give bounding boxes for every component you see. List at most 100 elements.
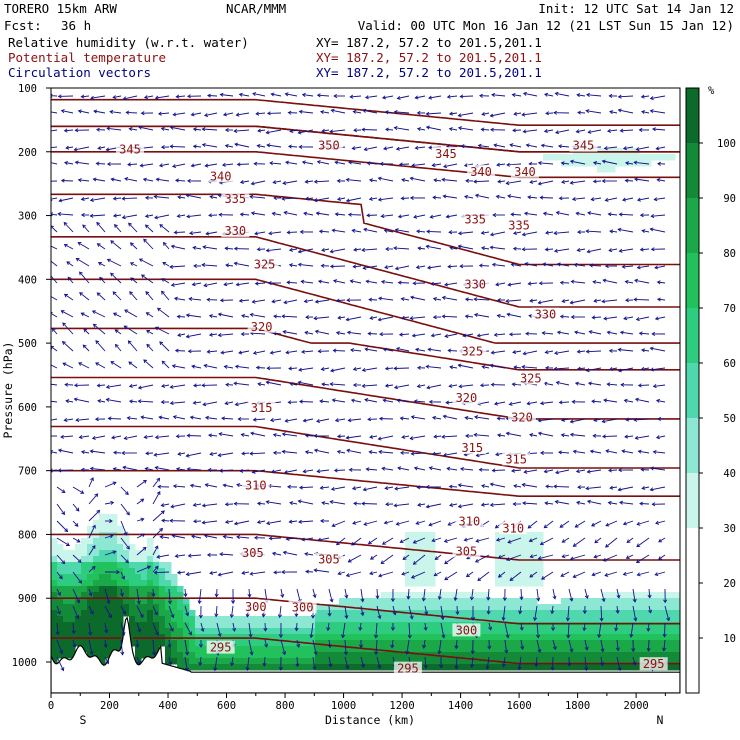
wind-vector [257, 145, 266, 148]
wind-vector [172, 535, 186, 539]
wind-vector-head [206, 349, 211, 354]
wind-vector [113, 312, 122, 318]
rh-cell [321, 616, 328, 623]
wind-vector [626, 554, 634, 559]
wind-vector-head [222, 112, 227, 117]
wind-vector-head [192, 400, 197, 405]
rh-cell [507, 544, 514, 551]
rh-cell [201, 634, 208, 641]
rh-cell [147, 568, 154, 575]
wind-vector [360, 605, 364, 616]
wind-vector-head [585, 349, 590, 354]
wind-vector-head [66, 542, 70, 546]
wind-vector-head [320, 110, 325, 115]
wind-vector [289, 502, 298, 505]
wind-vector-head [401, 434, 406, 439]
wind-vector [591, 520, 602, 527]
wind-vector [426, 112, 442, 115]
wind-vector [252, 93, 266, 97]
rh-cell [411, 598, 418, 605]
rh-cell [51, 550, 58, 557]
rh-cell [375, 640, 382, 647]
wind-vector [168, 605, 174, 618]
wind-vector-head [80, 467, 85, 472]
rh-cell [501, 532, 508, 539]
rh-cell [99, 520, 106, 527]
wind-vector-head [329, 129, 334, 134]
rh-cell [117, 586, 124, 593]
wind-vector [401, 298, 410, 301]
wind-vector [534, 605, 538, 621]
wind-vector-head [638, 127, 643, 132]
wind-vector [154, 452, 170, 456]
wind-vector-head [603, 398, 608, 403]
wind-vector-head [351, 146, 356, 151]
wind-vector-head [520, 645, 525, 650]
rh-cell [543, 616, 550, 623]
rh-cell [327, 634, 334, 641]
wind-vector [318, 537, 330, 541]
rh-cell [579, 634, 586, 641]
contour-label-bg [221, 224, 250, 238]
rh-cell [189, 622, 196, 629]
wind-vector [408, 622, 411, 638]
wind-vector-head [261, 613, 266, 618]
wind-vector-head [399, 416, 404, 421]
rh-cell [351, 646, 358, 653]
wind-vector-head [316, 93, 321, 98]
rh-cell [495, 628, 502, 635]
wind-vector-head [400, 196, 405, 201]
wind-vector-head [617, 667, 622, 672]
wind-vector-head [585, 109, 590, 114]
rh-cell [531, 538, 538, 545]
contour-label-bg [288, 600, 317, 614]
contour-label: 315 [251, 401, 273, 415]
wind-vector-head [507, 282, 512, 287]
wind-vector-head [222, 483, 227, 488]
wind-vector-head [346, 298, 351, 303]
rh-cell [183, 628, 190, 635]
wind-vector [253, 418, 266, 421]
rh-cell [93, 574, 100, 581]
wind-vector-head [441, 314, 446, 319]
contour-label: 325 [254, 257, 276, 271]
rh-cell [609, 592, 616, 599]
wind-vector-head [462, 333, 467, 338]
wind-vector [524, 469, 538, 473]
wind-vector [253, 350, 266, 354]
field-rh-name: Relative humidity (w.r.t. water) [8, 35, 249, 50]
rh-cell [423, 622, 430, 629]
wind-vector-head [222, 534, 227, 539]
wind-vector-head [176, 570, 181, 575]
rh-cell [651, 610, 658, 617]
wind-vector-head [92, 323, 97, 328]
wind-vector-head [511, 382, 516, 387]
wind-vector [589, 331, 602, 335]
wind-vector-head [74, 523, 79, 527]
wind-vector [375, 639, 378, 655]
rh-cell [273, 664, 280, 671]
wind-vector [435, 554, 442, 560]
wind-vector-head [245, 667, 250, 672]
rh-cell [501, 538, 508, 545]
wind-vector [169, 265, 186, 268]
wind-vector [51, 400, 58, 403]
y-tick-label: 800 [18, 529, 37, 541]
wind-vector-head [262, 662, 267, 667]
rh-cell [417, 604, 424, 611]
rh-cell [531, 580, 538, 587]
wind-vector-head [329, 249, 334, 254]
wind-vector-head [173, 230, 178, 235]
rh-cell [75, 592, 82, 599]
rh-cell [501, 664, 508, 671]
wind-vector-head [470, 650, 475, 655]
wind-vector-head [442, 414, 447, 419]
wind-vector-head [93, 109, 98, 114]
wind-vector-head [75, 507, 80, 512]
wind-vector [458, 127, 474, 131]
wind-vector-head [621, 449, 626, 454]
wind-vector-head [444, 560, 449, 565]
rh-cell [651, 628, 658, 635]
wind-vector [586, 367, 602, 372]
rh-cell [405, 658, 412, 665]
